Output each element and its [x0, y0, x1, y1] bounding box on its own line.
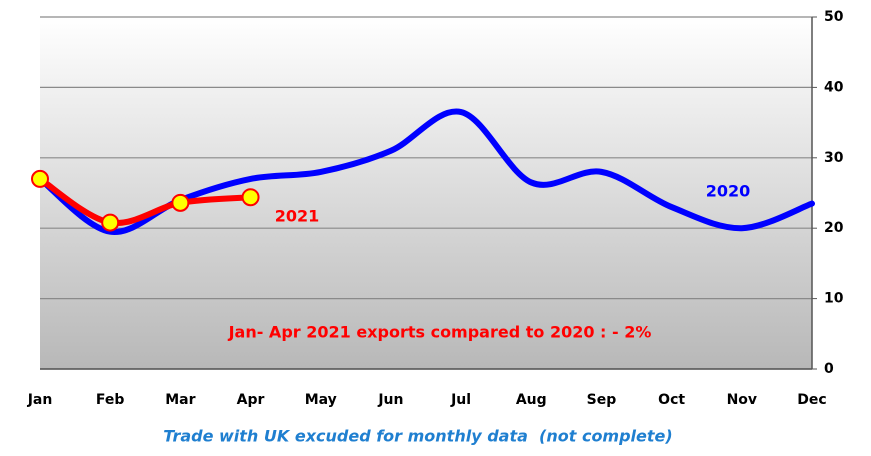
y-tick-label: 0	[824, 361, 834, 377]
annotation: Jan- Apr 2021 exports compared to 2020 :…	[228, 323, 652, 342]
y-tick-label: 10	[824, 291, 844, 307]
series-label: 2020	[706, 182, 751, 201]
point-marker	[31, 169, 49, 188]
x-tick-label: Dec	[797, 392, 826, 408]
x-tick-label: Nov	[727, 392, 757, 408]
x-tick-label: Aug	[516, 392, 547, 408]
x-tick-label: Sep	[587, 392, 617, 408]
y-tick-label: 50	[824, 9, 844, 25]
y-tick-label: 40	[824, 79, 844, 95]
series-line	[37, 175, 254, 227]
subtitle: Trade with UK excuded for monthly data (…	[163, 427, 672, 446]
x-tick-label: Oct	[658, 392, 685, 408]
x-tick-label: Apr	[237, 392, 265, 408]
point-marker	[241, 188, 260, 207]
x-tick-label: Mar	[165, 392, 195, 408]
x-tick-label: Jun	[377, 392, 403, 408]
point-marker	[171, 193, 190, 212]
x-tick-label: Feb	[96, 392, 125, 408]
y-tick-label: 30	[824, 150, 844, 166]
x-tick-label: Jul	[450, 392, 471, 408]
x-tick-label: Jan	[27, 392, 53, 408]
plot-area	[40, 17, 812, 369]
y-tick-label: 20	[824, 220, 844, 236]
series-label: 2021	[275, 207, 320, 226]
x-tick-label: May	[305, 392, 337, 408]
point-marker	[101, 213, 120, 232]
